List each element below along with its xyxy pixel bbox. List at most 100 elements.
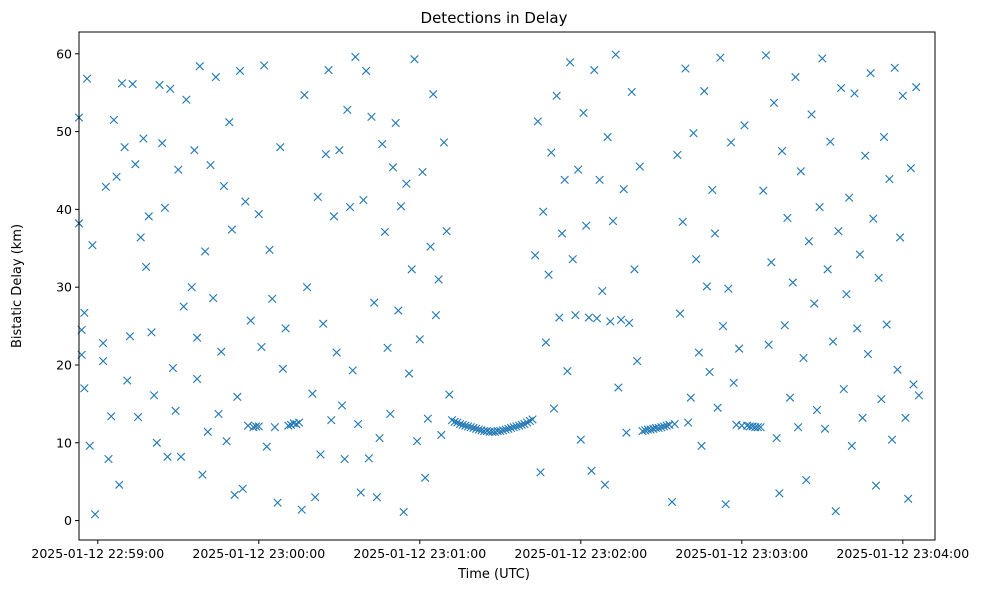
data-point	[198, 470, 207, 479]
data-point	[858, 413, 867, 423]
data-point	[611, 50, 620, 59]
x-tick-label: 2025-01-12 23:01:00	[353, 546, 486, 561]
data-point	[208, 293, 218, 303]
data-point	[812, 405, 822, 415]
data-point	[887, 435, 897, 444]
data-point	[437, 430, 446, 440]
data-point	[195, 62, 204, 71]
y-tick-label: 30	[56, 280, 72, 295]
data-point	[219, 181, 229, 191]
data-point	[678, 217, 687, 227]
data-point	[329, 212, 339, 221]
y-tick-label: 60	[56, 46, 72, 61]
data-point	[98, 356, 108, 366]
data-point	[544, 270, 553, 279]
data-point	[777, 146, 787, 156]
data-point	[262, 442, 272, 451]
data-point	[211, 72, 221, 82]
data-point	[895, 233, 905, 242]
data-point	[133, 412, 143, 422]
data-point	[646, 425, 655, 434]
data-point	[104, 454, 113, 464]
y-tick-label: 20	[56, 357, 72, 372]
data-point	[783, 213, 792, 223]
data-point	[791, 72, 800, 82]
data-point	[557, 229, 567, 238]
data-point	[174, 165, 183, 174]
data-point	[740, 121, 749, 130]
data-point	[912, 83, 921, 92]
data-point	[361, 66, 371, 76]
data-point	[276, 142, 285, 152]
x-tick-label: 2025-01-12 23:03:00	[675, 546, 808, 561]
data-point	[125, 331, 135, 341]
data-point	[815, 202, 824, 212]
data-point	[689, 128, 698, 138]
x-tick-label: 2025-01-12 23:00:00	[192, 546, 325, 561]
data-point	[753, 423, 763, 432]
data-point	[131, 160, 140, 169]
data-point	[407, 265, 416, 274]
x-axis: 2025-01-12 22:59:00 2025-01-12 23:00:00 20…	[31, 540, 969, 561]
data-point	[697, 441, 706, 451]
data-point	[450, 417, 459, 426]
y-axis: 0 10 20 30 40 50 60	[56, 46, 79, 528]
data-point	[241, 197, 250, 206]
data-point	[447, 416, 457, 425]
data-point	[614, 383, 623, 392]
data-point	[163, 452, 172, 461]
data-point	[192, 333, 202, 342]
data-point	[149, 391, 159, 400]
data-point	[308, 389, 317, 398]
data-point	[834, 226, 843, 236]
data-point	[836, 83, 846, 93]
data-point	[590, 65, 599, 75]
data-point	[522, 418, 532, 427]
data-point	[847, 441, 857, 451]
data-point	[420, 473, 430, 482]
data-point	[321, 149, 331, 159]
data-point	[893, 365, 902, 374]
data-point	[863, 349, 873, 359]
data-point	[375, 433, 384, 443]
data-point	[453, 418, 462, 427]
data-point	[512, 422, 521, 431]
data-point	[504, 424, 513, 433]
data-point	[839, 384, 848, 394]
data-point	[117, 79, 127, 88]
data-point	[332, 348, 341, 357]
data-point	[217, 347, 226, 356]
data-point	[415, 335, 424, 344]
data-point	[565, 58, 575, 67]
x-tick-label: 2025-01-12 23:04:00	[836, 546, 969, 561]
data-point	[423, 414, 433, 423]
chart-title: Detections in Delay	[421, 9, 568, 27]
data-point	[820, 424, 830, 433]
data-point	[708, 185, 717, 195]
data-point	[541, 338, 551, 347]
data-point	[804, 237, 814, 246]
data-point	[866, 69, 875, 78]
data-point	[627, 87, 636, 97]
data-point	[855, 250, 865, 259]
data-point	[600, 480, 610, 489]
data-point	[681, 64, 690, 73]
data-point	[243, 421, 253, 430]
data-point	[230, 490, 239, 500]
data-point	[767, 258, 776, 267]
data-point	[273, 498, 282, 507]
data-point	[418, 167, 427, 177]
data-point	[496, 426, 505, 436]
data-point	[98, 338, 108, 348]
x-axis-label: Time (UTC)	[457, 567, 530, 582]
data-point	[871, 481, 881, 490]
data-point	[654, 423, 663, 433]
data-point	[595, 175, 604, 184]
data-point	[861, 151, 870, 160]
data-point	[638, 426, 647, 436]
data-point	[555, 313, 564, 322]
data-point	[729, 378, 738, 388]
data-point	[581, 221, 591, 230]
data-point	[461, 421, 470, 430]
data-point	[831, 507, 840, 516]
